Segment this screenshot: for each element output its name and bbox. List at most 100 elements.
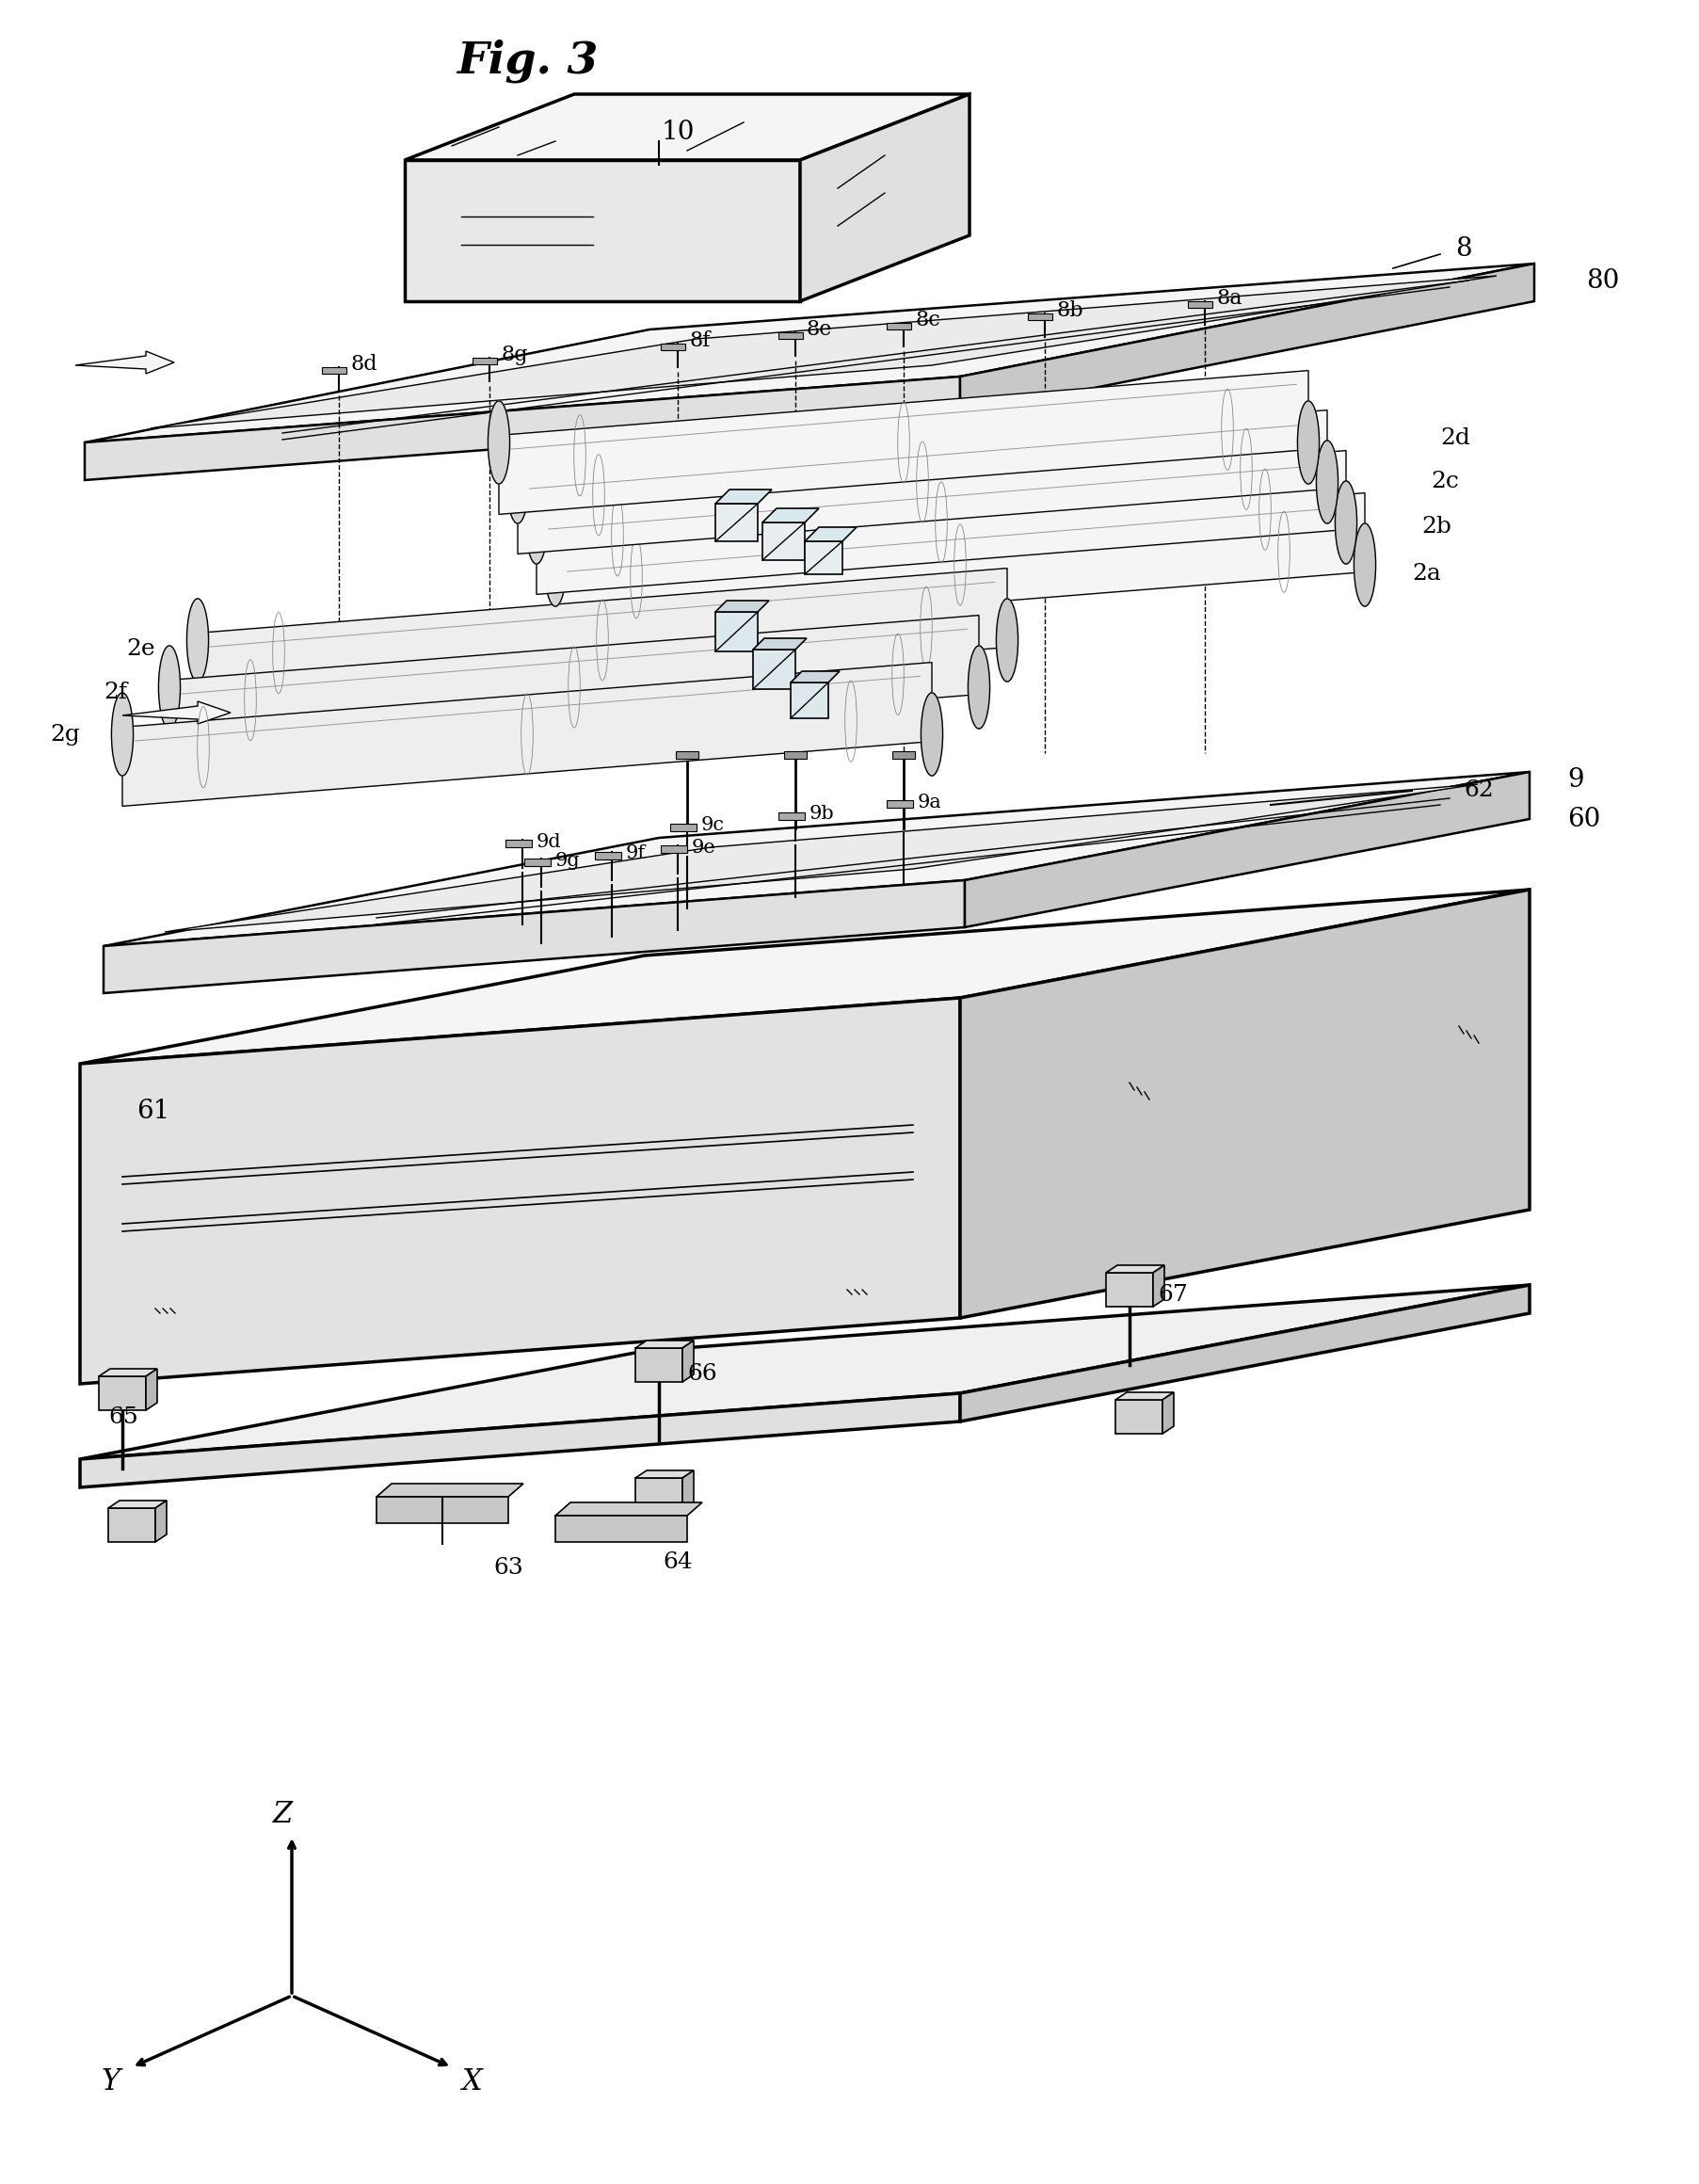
Polygon shape	[715, 612, 758, 651]
Text: Fig. 3: Fig. 3	[457, 39, 598, 83]
Text: 8g: 8g	[501, 345, 528, 365]
Polygon shape	[80, 998, 960, 1385]
Polygon shape	[99, 1369, 158, 1376]
Polygon shape	[404, 159, 800, 301]
Polygon shape	[676, 751, 698, 758]
Text: 2c: 2c	[1431, 472, 1459, 494]
Ellipse shape	[525, 480, 547, 563]
Polygon shape	[635, 1348, 683, 1382]
Polygon shape	[790, 681, 829, 719]
Ellipse shape	[1354, 524, 1376, 607]
Ellipse shape	[488, 402, 510, 485]
Polygon shape	[104, 771, 1529, 946]
Polygon shape	[472, 358, 498, 365]
Polygon shape	[805, 526, 856, 542]
Polygon shape	[635, 1470, 693, 1479]
Polygon shape	[556, 1516, 686, 1542]
Text: 9: 9	[1566, 767, 1583, 793]
Text: 8f: 8f	[690, 330, 710, 352]
Polygon shape	[1116, 1393, 1174, 1400]
Polygon shape	[715, 505, 758, 542]
Text: 66: 66	[686, 1363, 717, 1385]
Ellipse shape	[921, 692, 943, 775]
Polygon shape	[525, 858, 550, 867]
Polygon shape	[80, 889, 1529, 1064]
Polygon shape	[778, 332, 804, 339]
Text: 8a: 8a	[1216, 288, 1242, 308]
Polygon shape	[165, 784, 1478, 933]
Polygon shape	[960, 889, 1529, 1317]
Polygon shape	[635, 1479, 683, 1511]
Polygon shape	[155, 1500, 167, 1542]
Polygon shape	[197, 568, 1008, 712]
Text: 9c: 9c	[702, 817, 725, 834]
Polygon shape	[790, 670, 839, 681]
Text: 60: 60	[1566, 806, 1600, 832]
Text: 9e: 9e	[691, 839, 715, 856]
Polygon shape	[170, 616, 979, 760]
Text: 2e: 2e	[126, 638, 155, 660]
Polygon shape	[1116, 1400, 1162, 1433]
Polygon shape	[321, 367, 347, 373]
Text: 8: 8	[1456, 236, 1471, 262]
Polygon shape	[122, 701, 231, 723]
Polygon shape	[404, 94, 970, 159]
Polygon shape	[556, 494, 1364, 638]
Polygon shape	[1028, 314, 1052, 321]
Text: 9a: 9a	[917, 793, 941, 810]
Polygon shape	[661, 845, 686, 854]
Text: 80: 80	[1587, 269, 1619, 293]
Ellipse shape	[1317, 441, 1339, 524]
Ellipse shape	[158, 646, 180, 729]
Polygon shape	[537, 450, 1346, 594]
Polygon shape	[635, 1341, 693, 1348]
Polygon shape	[800, 94, 970, 301]
Polygon shape	[500, 371, 1308, 515]
Text: 8b: 8b	[1057, 301, 1082, 321]
Text: 9f: 9f	[625, 845, 646, 863]
Polygon shape	[99, 1376, 146, 1411]
Text: 2b: 2b	[1422, 515, 1451, 537]
Polygon shape	[763, 509, 819, 522]
Ellipse shape	[1298, 402, 1318, 485]
Text: 2g: 2g	[49, 723, 80, 745]
Polygon shape	[763, 522, 805, 559]
Polygon shape	[104, 880, 965, 994]
Polygon shape	[556, 1503, 702, 1516]
Polygon shape	[778, 812, 805, 819]
Polygon shape	[715, 489, 771, 505]
Polygon shape	[1106, 1265, 1164, 1273]
Polygon shape	[960, 1284, 1529, 1422]
Polygon shape	[805, 542, 843, 574]
Polygon shape	[753, 649, 795, 690]
Polygon shape	[80, 1284, 1529, 1459]
Text: 9b: 9b	[809, 806, 834, 823]
Text: Y: Y	[102, 2066, 121, 2097]
Ellipse shape	[544, 524, 566, 607]
Polygon shape	[661, 343, 685, 349]
Ellipse shape	[112, 692, 133, 775]
Polygon shape	[85, 264, 1534, 443]
Text: 8e: 8e	[807, 319, 833, 341]
Text: 8d: 8d	[350, 354, 377, 376]
Polygon shape	[683, 1341, 693, 1382]
Text: X: X	[462, 2066, 483, 2097]
Text: 2f: 2f	[104, 681, 127, 703]
Polygon shape	[887, 799, 912, 808]
Ellipse shape	[1335, 480, 1358, 563]
Ellipse shape	[996, 598, 1018, 681]
Polygon shape	[783, 751, 807, 758]
Text: 63: 63	[493, 1557, 523, 1579]
Polygon shape	[892, 751, 916, 758]
Polygon shape	[669, 823, 697, 832]
Text: 9d: 9d	[537, 832, 562, 850]
Ellipse shape	[187, 598, 209, 681]
Polygon shape	[960, 264, 1534, 415]
Polygon shape	[109, 1500, 167, 1509]
Text: 2d: 2d	[1441, 426, 1470, 448]
Polygon shape	[715, 601, 770, 612]
Polygon shape	[151, 275, 1497, 428]
Text: 61: 61	[136, 1099, 170, 1123]
Text: 8c: 8c	[916, 310, 940, 330]
Polygon shape	[377, 1496, 508, 1522]
